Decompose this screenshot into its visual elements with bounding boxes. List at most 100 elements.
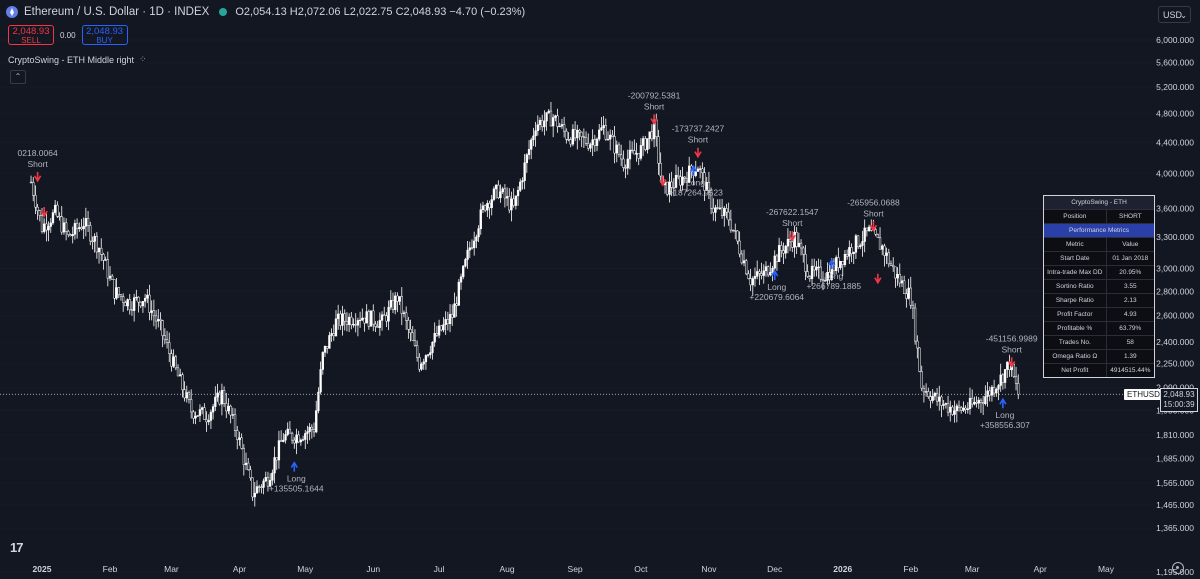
candle-body [47,226,50,231]
candle-body [742,260,746,264]
candle-body [312,429,316,433]
candle-body [323,345,327,353]
collapse-chevron-icon[interactable]: ⌃ [10,70,26,84]
candle-body [892,265,895,268]
candle [977,397,980,409]
sell-button[interactable]: 2,048.93 SELL [8,25,54,45]
performance-metrics-table: CryptoSwing - ETH Position SHORT Performa… [1043,195,1155,378]
candle [411,326,414,341]
candle-body [473,240,476,249]
candle-body [396,295,399,302]
candle-body [490,199,493,208]
candle [255,480,259,494]
candle [216,383,219,402]
candle-body [192,411,195,419]
candle-body [58,216,61,218]
candle-body [75,223,79,230]
candle-body [295,434,298,444]
x-tick-label: 2026 [833,564,852,574]
candle [361,308,364,322]
candle-body [589,144,592,149]
candle-body [523,162,526,181]
candle-body [810,265,814,279]
x-tick-label: Apr [1034,564,1047,574]
candle-body [659,162,662,177]
candle [446,311,450,331]
tradingview-logo[interactable]: 17 [10,540,24,555]
candle [519,178,522,193]
candle [942,399,945,410]
metric-name: Start Date [1044,252,1107,265]
metric-value: 01 Jan 2018 [1112,255,1149,262]
candle-body [339,313,342,326]
candle [835,255,838,274]
settings-gear-icon[interactable] [1172,562,1184,574]
candle-body [426,354,430,356]
currency-select[interactable]: USD ⌄ [1158,6,1191,23]
candle-body [95,236,98,253]
candle [179,368,182,377]
candle [657,129,660,175]
candle-body [181,374,184,390]
candle [275,457,278,470]
candle [352,318,355,328]
candle [93,233,96,253]
candle-body [633,150,636,155]
candle [777,237,781,262]
candle-body [165,339,169,343]
candle [1008,354,1011,377]
candle [552,114,555,138]
candle [442,317,445,333]
y-tick-label: 2,400.000 [1156,337,1194,347]
candle-body [707,181,711,191]
candle-body [620,154,623,160]
candle-body [837,257,840,268]
candle-body [122,296,125,303]
candle-body [405,312,408,321]
x-tick-label: 2025 [33,564,52,574]
candle [698,165,702,179]
candle-body [628,149,632,160]
candle [319,361,322,395]
candle-body [832,264,836,271]
candle-body [89,225,92,242]
candle-body [565,130,568,140]
x-tick-label: Mar [164,564,179,574]
candle-body [824,280,827,282]
candle-body [233,414,237,431]
short-arrow [869,221,878,232]
candle [62,217,66,235]
candle-body [997,385,1000,390]
candle [159,312,162,331]
long-arrow [290,461,298,472]
candle [67,229,70,238]
candle-body [639,145,643,159]
candle-body [738,240,741,255]
candle-body [352,324,355,326]
candle [249,465,252,481]
candle-body [521,180,524,183]
sell-label: SELL [21,36,41,45]
indicator-settings-icon[interactable]: ⁘ [139,54,147,64]
candle [365,304,368,324]
candle-body [920,371,923,389]
candle-body [170,353,173,367]
candle-body [815,266,818,271]
candle [582,128,586,149]
candle-body [347,316,351,325]
candle [389,290,392,310]
candle [892,257,895,272]
candle-body [988,390,991,396]
metric-col-header: Metric [1044,238,1107,251]
candle [648,131,651,149]
symbol-title[interactable]: Ethereum / U.S. Dollar · 1D · INDEX [24,6,210,18]
candle [762,264,765,284]
candle [918,347,921,373]
candle-body [453,303,456,318]
candle-body [1001,374,1005,383]
indicator-legend[interactable]: CryptoSwing - ETH Middle right ⁘ [8,54,147,65]
candle-body [40,215,44,232]
candle-body [499,191,502,199]
buy-button[interactable]: 2,048.93 BUY [81,25,128,45]
